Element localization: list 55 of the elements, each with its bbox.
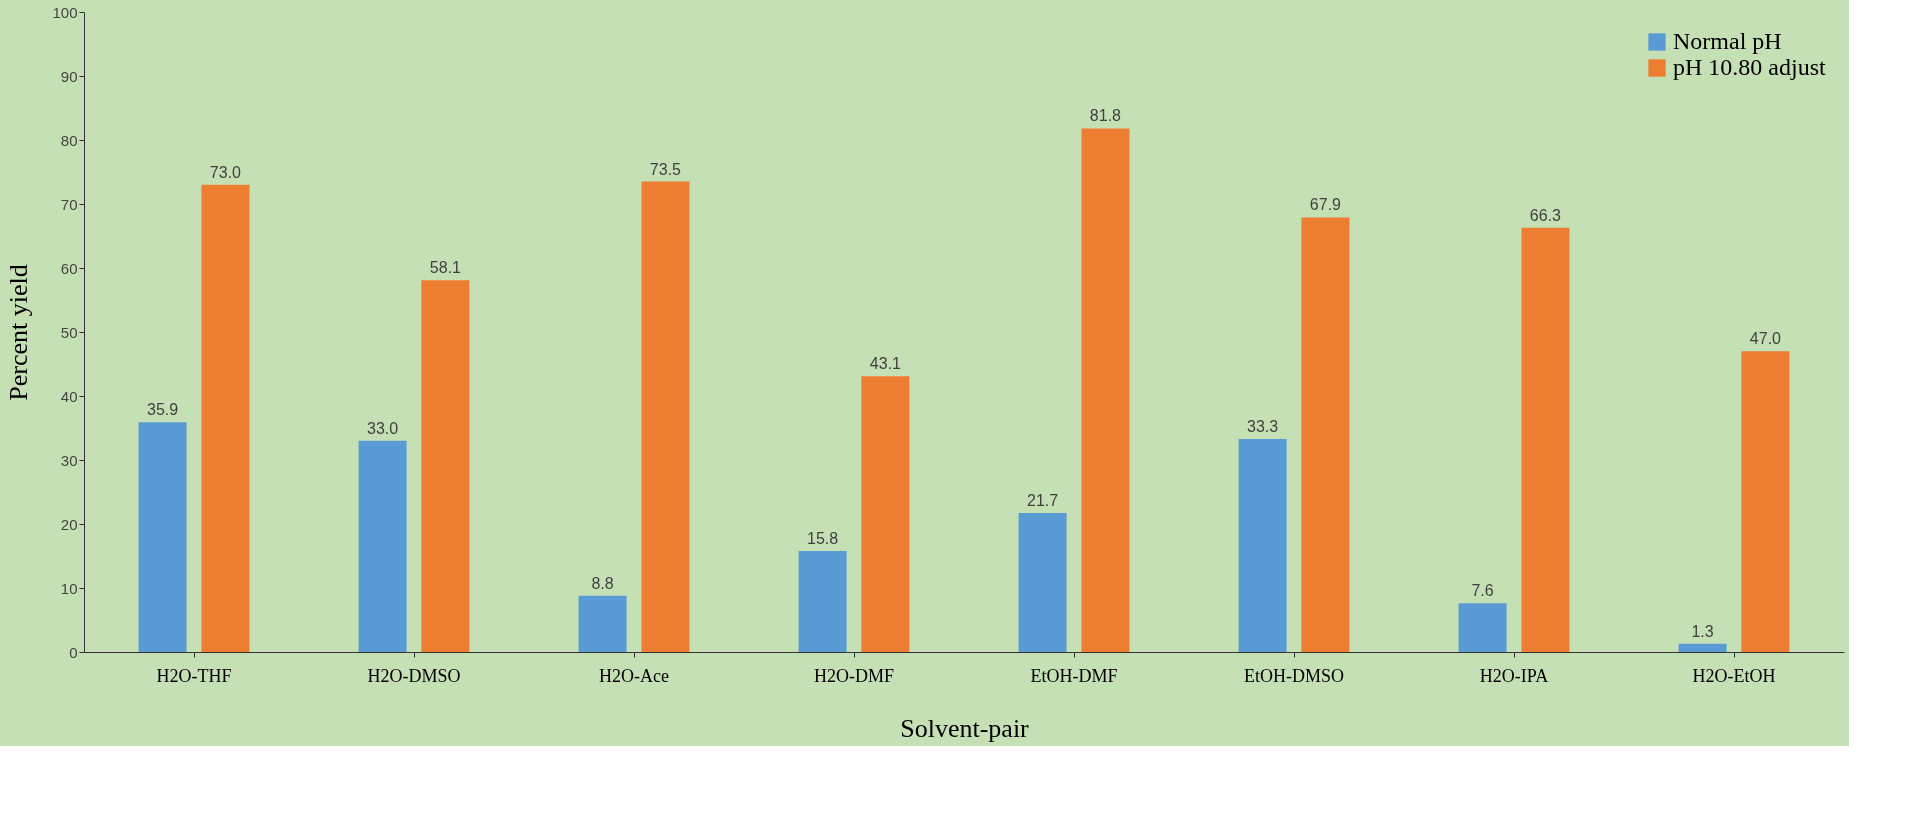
text: 1.3	[1691, 622, 1714, 640]
x-tick-label: EtOH-DMF	[1030, 665, 1118, 686]
y-tick-label: 40	[60, 387, 78, 405]
bar	[578, 595, 627, 652]
y-axis-title: Percent yield	[4, 264, 34, 401]
text: 73.5	[649, 160, 681, 178]
x-tick-label: EtOH-DMSO	[1243, 665, 1345, 686]
bar	[1081, 128, 1130, 652]
bar	[1458, 603, 1507, 652]
bar	[1678, 643, 1727, 652]
text: 67.9	[1309, 196, 1341, 214]
x-tick-label: H2O-THF	[156, 665, 232, 686]
x-tick-label: H2O-IPA	[1479, 665, 1549, 686]
text: 15.8	[807, 529, 839, 547]
text: 21.7	[1027, 492, 1059, 510]
bar	[641, 181, 690, 652]
legend-label: pH 10.80 adjust	[1673, 54, 1826, 80]
bar	[358, 440, 407, 652]
bar	[138, 422, 187, 652]
bar	[798, 550, 847, 652]
y-tick-label: 0	[69, 643, 78, 661]
text: 66.3	[1529, 206, 1561, 224]
bar	[1301, 217, 1350, 652]
text: 35.9	[147, 401, 179, 419]
bar	[1521, 227, 1570, 652]
x-axis-title: Solvent-pair	[900, 713, 1030, 743]
text: 81.8	[1089, 107, 1121, 125]
text: 73.0	[209, 163, 241, 181]
bar	[421, 280, 470, 652]
text: 8.8	[591, 574, 614, 592]
y-tick-label: 70	[60, 195, 78, 213]
y-tick-label: 10	[60, 579, 78, 597]
x-tick-label: H2O-Ace	[599, 665, 669, 686]
bar	[861, 376, 910, 652]
bar	[201, 184, 250, 652]
x-tick-label: H2O-DMF	[813, 665, 895, 686]
y-tick-label: 80	[60, 131, 78, 149]
bar	[1238, 438, 1287, 652]
text: 43.1	[869, 355, 901, 373]
y-tick-label: 60	[60, 259, 78, 277]
text: 33.3	[1247, 417, 1279, 435]
y-tick-label: 20	[60, 515, 78, 533]
text: 58.1	[429, 259, 461, 277]
y-tick-label: 50	[60, 323, 78, 341]
text: 47.0	[1749, 330, 1781, 348]
y-tick-label: 90	[60, 67, 78, 85]
bar	[1741, 351, 1790, 652]
x-tick-label: H2O-EtOH	[1692, 665, 1776, 686]
y-tick-label: 30	[60, 451, 78, 469]
bar	[1018, 513, 1067, 652]
y-tick-label: 100	[52, 3, 78, 21]
x-tick-label: H2O-DMSO	[367, 665, 461, 686]
legend-label: Normal pH	[1673, 28, 1782, 54]
text: 33.0	[367, 419, 399, 437]
text: 7.6	[1471, 582, 1494, 600]
